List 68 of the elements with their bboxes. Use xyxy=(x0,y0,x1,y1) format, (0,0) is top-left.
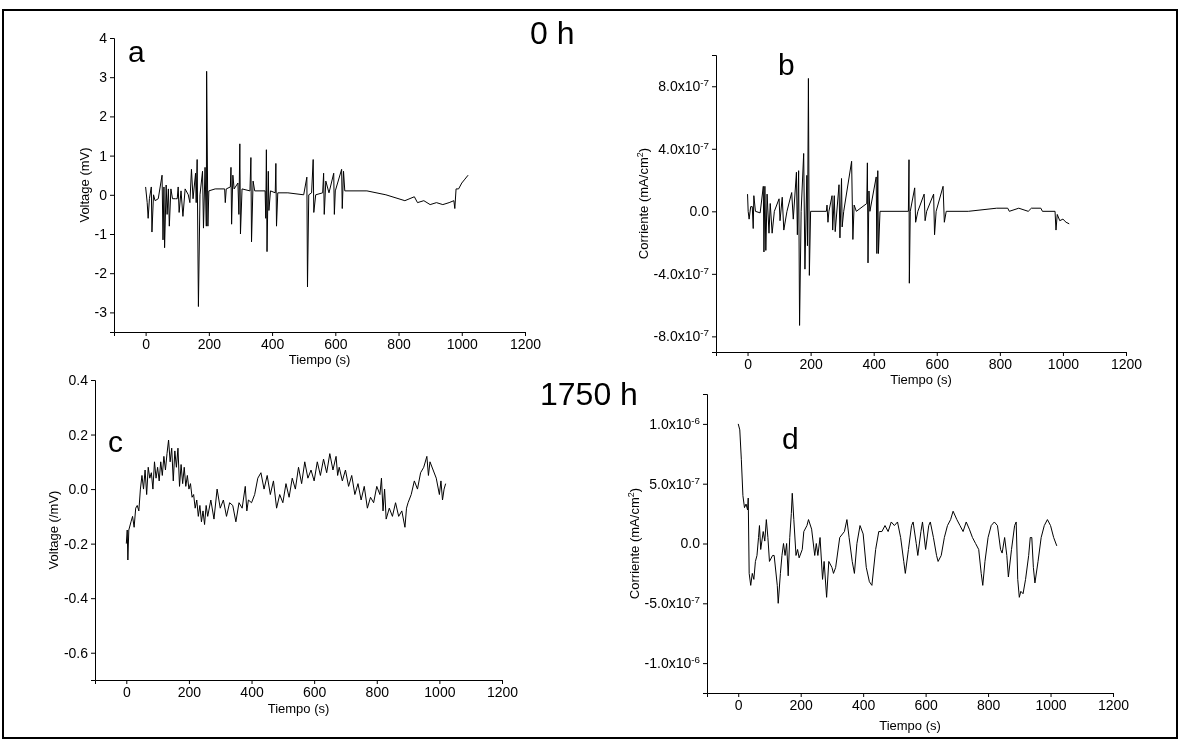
y-axis-title: Voltage (mV) xyxy=(76,147,92,223)
y-tick-label: -1.0x10$^{-6}$ xyxy=(644,653,701,672)
line-series xyxy=(145,70,469,308)
y-tick-label: 0.0 xyxy=(680,535,701,552)
x-tick-label: 1200 xyxy=(1110,355,1143,372)
text: 0 h xyxy=(530,15,575,51)
annotation: d xyxy=(782,422,799,455)
x-axis-title: Tiempo (s) xyxy=(267,701,330,716)
y-tick-label: -0.4 xyxy=(63,590,89,607)
x-tick-label: 1000 xyxy=(446,335,479,352)
y-tick-label: -1 xyxy=(94,225,108,242)
x-tick-label: 200 xyxy=(177,683,202,700)
x-tick-label: 1000 xyxy=(1035,696,1067,713)
x-tick-label: 1200 xyxy=(486,683,519,700)
x-tick-label: 1200 xyxy=(1097,696,1130,713)
x-tick-label: 800 xyxy=(988,355,1013,372)
x-tick-label: 600 xyxy=(302,683,327,700)
y-tick-label: 0 xyxy=(99,186,108,203)
y-tick-label: -3 xyxy=(94,304,108,321)
x-tick-label: 400 xyxy=(862,355,887,372)
y-tick-label: 4.0x10$^{-7}$ xyxy=(658,139,709,157)
y-tick-label: -0.6 xyxy=(63,644,89,661)
y-tick-label: -5.0x10$^{-7}$ xyxy=(644,593,700,612)
y-tick-label: 4 xyxy=(99,29,108,46)
y-axis-title: Voltage (/mV) xyxy=(45,490,61,570)
y-tick-label: 1 xyxy=(99,147,108,164)
y-tick-label: 2 xyxy=(99,108,108,125)
y-tick-label: 0.2 xyxy=(68,426,89,443)
x-tick-label: 200 xyxy=(197,335,222,352)
y-tick-label: -0.2 xyxy=(63,535,89,552)
line-series xyxy=(125,439,447,561)
x-tick-label: 0 xyxy=(744,355,753,372)
y-tick-label: 8.0x10$^{-7}$ xyxy=(658,76,709,95)
y-tick-label: 0.4 xyxy=(68,371,89,388)
x-tick-label: 800 xyxy=(976,696,1001,713)
y-tick-label: 3 xyxy=(99,69,108,86)
annotation: a xyxy=(128,35,145,68)
y-tick-label: -2 xyxy=(94,265,108,282)
x-tick-label: 1000 xyxy=(424,683,456,700)
x-tick-label: 800 xyxy=(365,683,390,700)
y-tick-label: 1.0x10$^{-6}$ xyxy=(649,414,701,432)
x-tick-label: 200 xyxy=(799,355,824,372)
x-tick-label: 600 xyxy=(925,355,950,372)
x-tick-label: 800 xyxy=(387,335,411,352)
y-tick-label: -8.0x10$^{-7}$ xyxy=(653,326,709,345)
x-tick-label: 200 xyxy=(789,696,814,713)
x-tick-label: 0 xyxy=(122,683,131,700)
y-tick-label: -4.0x10$^{-7}$ xyxy=(653,264,709,282)
x-tick-label: 400 xyxy=(260,335,285,352)
x-tick-label: 1000 xyxy=(1047,355,1080,372)
x-tick-label: 400 xyxy=(851,696,876,713)
x-axis-title: Tiempo (s) xyxy=(288,352,351,367)
y-tick-label: 0.0 xyxy=(689,203,710,220)
x-axis-title: Tiempo (s) xyxy=(879,718,941,733)
text: 1750 h xyxy=(540,376,638,412)
x-tick-label: 0 xyxy=(734,696,743,713)
annotation: c xyxy=(108,425,123,458)
annotation: b xyxy=(778,48,795,81)
line-series xyxy=(737,423,1058,604)
x-tick-label: 1200 xyxy=(509,335,542,352)
x-tick-label: 600 xyxy=(914,696,939,713)
x-axis-title: Tiempo (s) xyxy=(890,372,952,387)
x-tick-label: 600 xyxy=(324,335,348,352)
x-tick-label: 0 xyxy=(142,335,151,352)
line-series xyxy=(747,77,1070,326)
y-tick-label: 0.0 xyxy=(68,481,89,498)
y-tick-label: 5.0x10$^{-7}$ xyxy=(649,474,700,492)
x-tick-label: 400 xyxy=(240,683,264,700)
